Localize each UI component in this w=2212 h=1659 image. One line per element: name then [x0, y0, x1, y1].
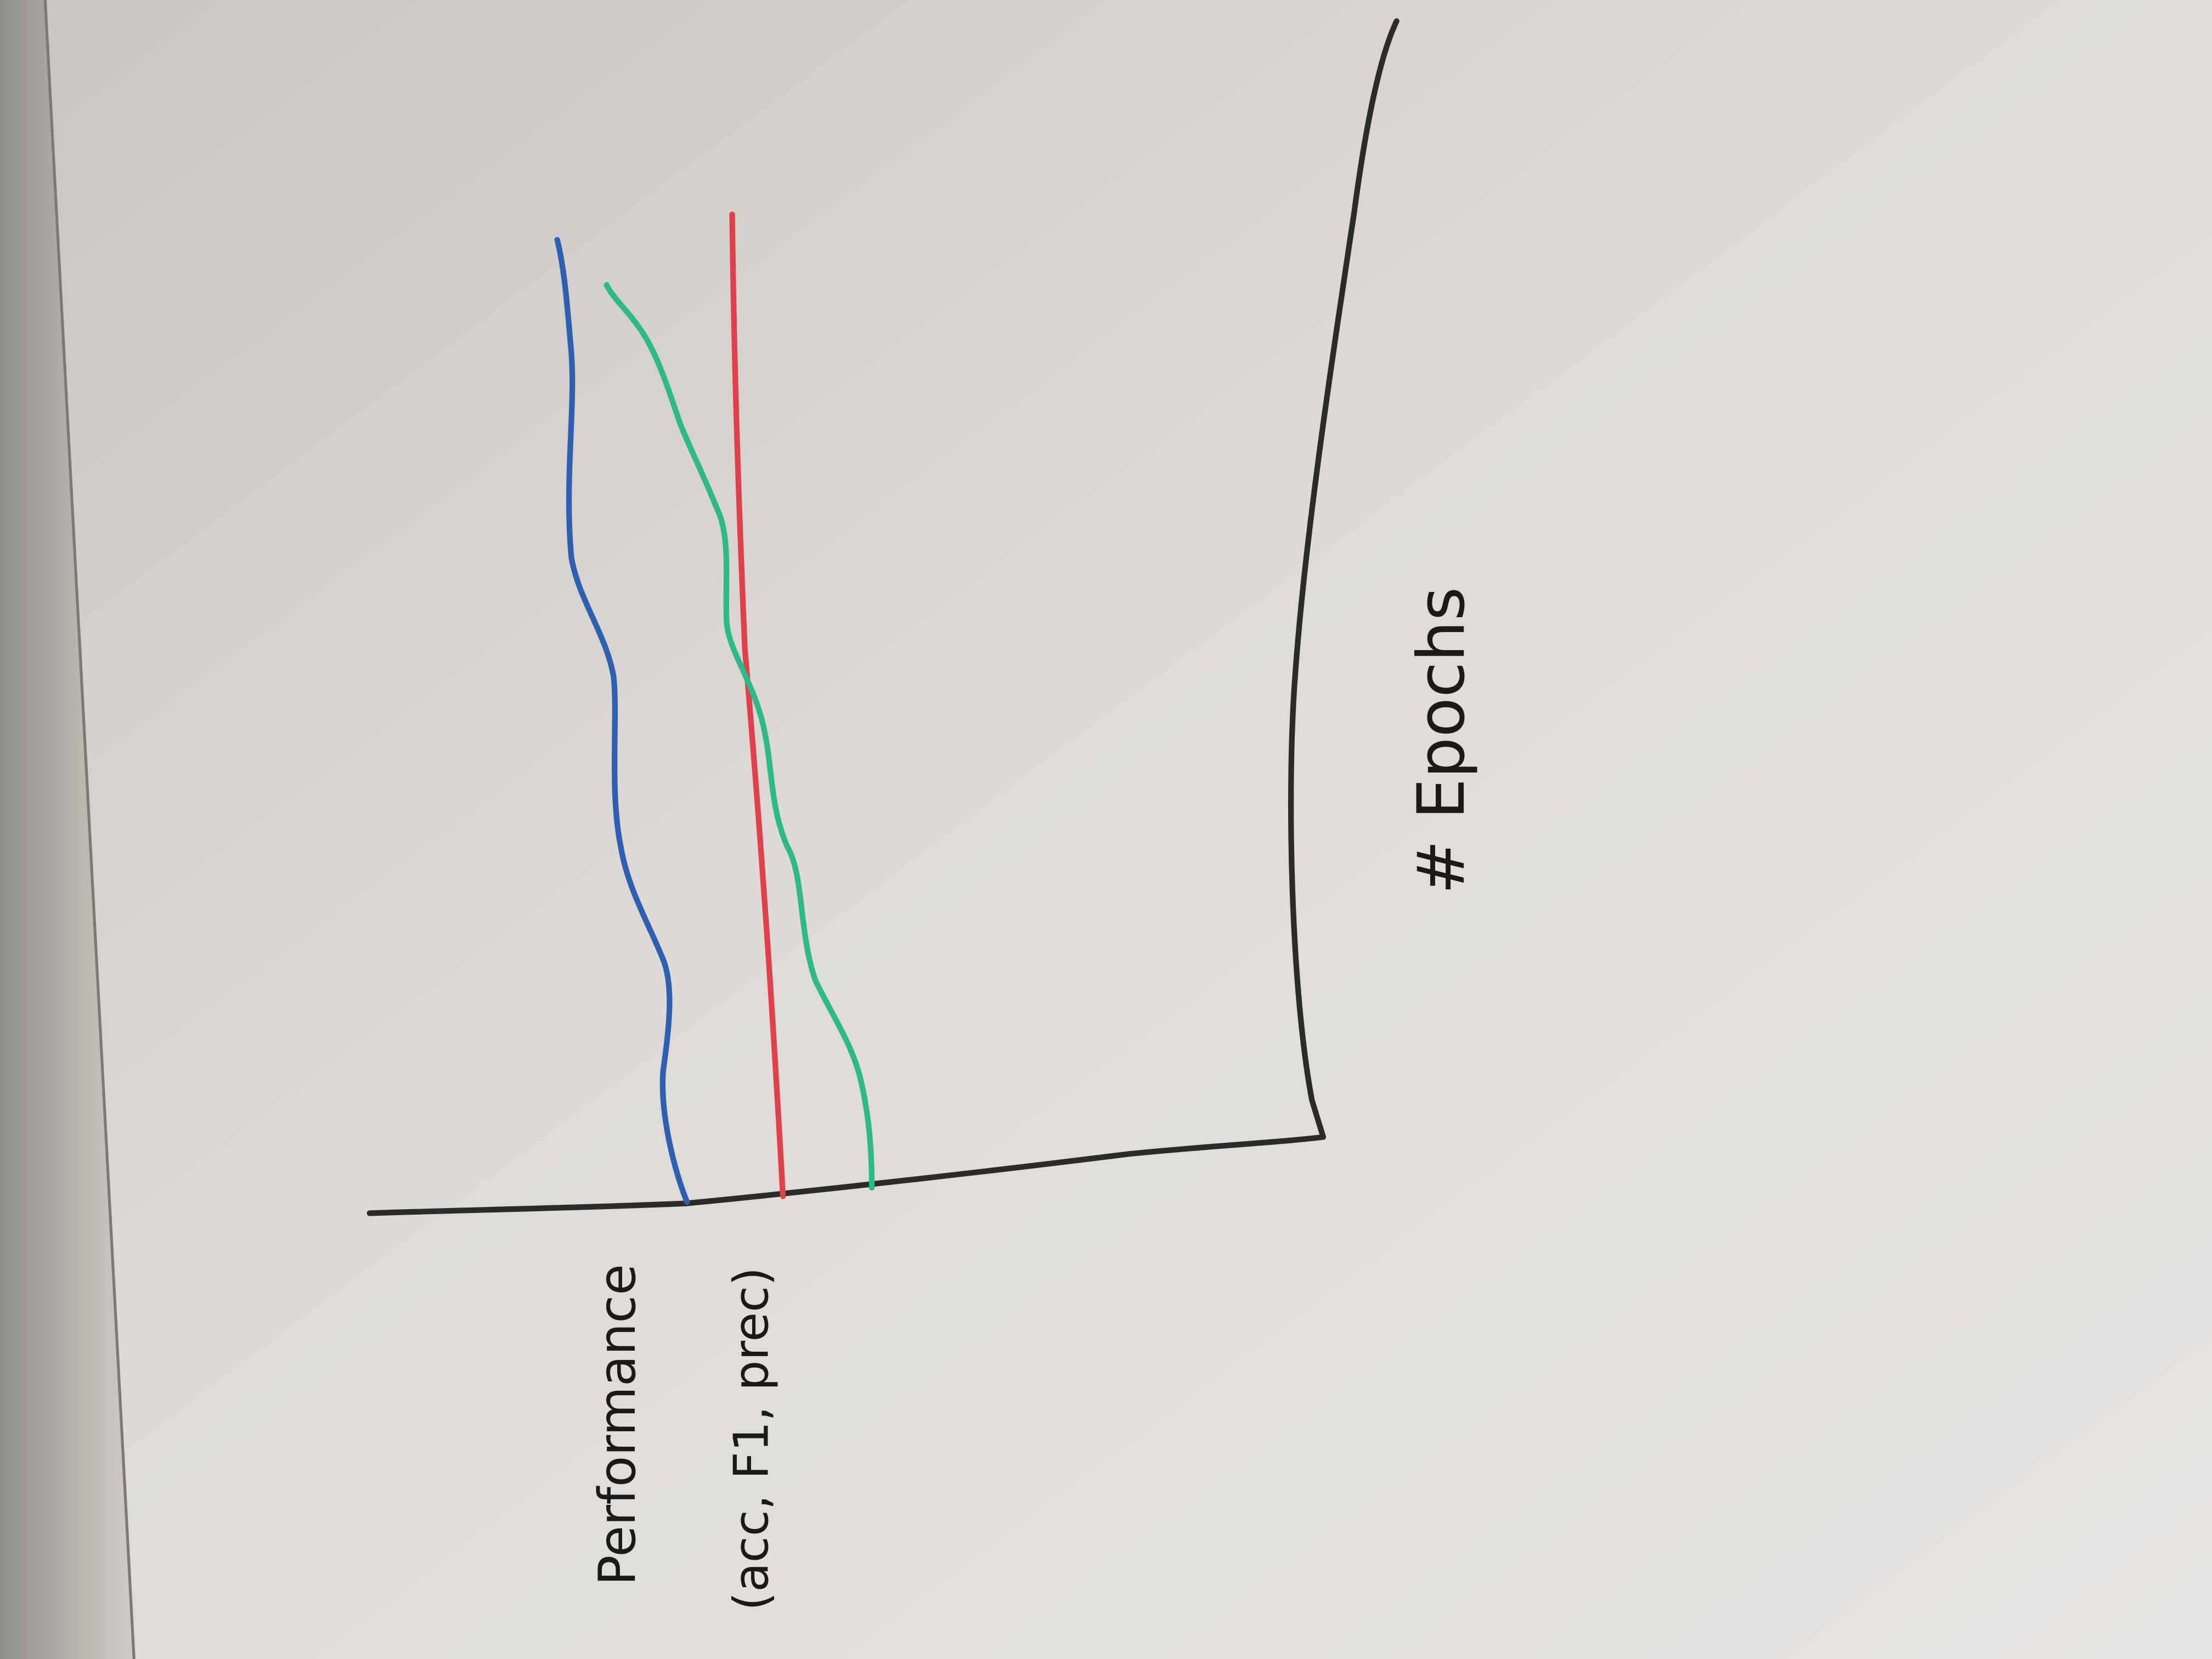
green-curve [603, 282, 875, 1191]
y-axis-subtitle: (acc, F1, prec) [724, 1267, 780, 1611]
y-axis-title: Performance [588, 1264, 647, 1586]
frame-edge [43, 0, 136, 1659]
red-curve [729, 211, 786, 1199]
blue-curve [554, 237, 690, 1205]
board-frame [0, 0, 134, 1659]
x-axis-title: # Epochs [1403, 587, 1479, 894]
